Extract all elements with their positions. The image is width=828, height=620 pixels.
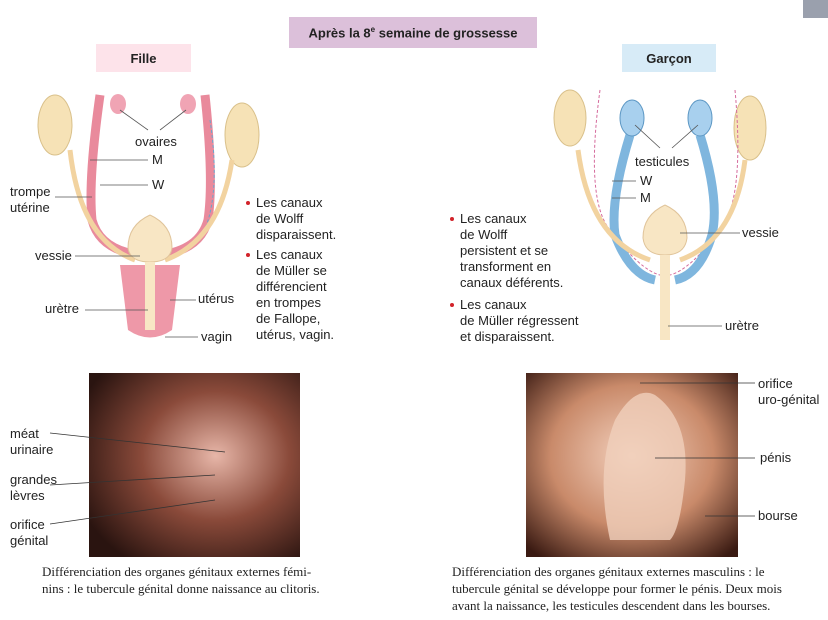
text-line: en trompes [256,295,322,310]
text-line: nins : le tubercule génital donne naissa… [42,581,320,596]
label: orifice génital [10,517,48,549]
text-line: Les canaux [460,211,527,226]
text-line: vagin [201,329,233,344]
title-sup: e [370,24,376,34]
text-line: Les canaux [256,195,323,210]
text-line: bourse [758,508,798,523]
heading: Fille [96,44,191,72]
text-line: génital [10,533,49,548]
text-line: de Müller régressent [460,313,579,328]
text-line: W [152,177,165,192]
text-line: de Müller se [256,263,327,278]
header: Après la 8e semaine de grossesse [289,17,537,48]
label: M [640,190,651,206]
heading: Garçon [622,44,716,72]
title-text: semaine de grossesse [375,25,518,41]
label: vagin [201,329,232,345]
text-line: lèvres [10,488,45,503]
text-line: ovaires [135,134,177,149]
bullet: Les canaux de Wolff persistent et se transf… [450,211,563,291]
label: méat urinaire [10,426,53,458]
text-line: uro-génital [758,392,820,407]
label: testicules [635,154,689,170]
text-line: orifice [10,517,45,532]
text-line: Différenciation des organes génitaux ext… [452,564,765,579]
label: W [640,173,652,189]
female-diagram [37,94,260,338]
text-line: et disparaissent. [460,329,555,344]
label: vessie [742,225,779,241]
title: Après la 8e semaine de grossesse [309,25,518,40]
bullet: Les canaux de Müller régressent et dispara… [450,297,579,345]
label: vessie [35,248,72,264]
text-line: vessie [35,248,72,263]
male-diagram [553,89,767,340]
text-line: différencient [256,279,327,294]
text-line: de Wolff [256,211,304,226]
label: urètre [45,301,79,317]
text-line: M [152,152,163,167]
label: pénis [760,450,791,466]
text-line: testicules [635,154,690,169]
text-line: utérus [198,291,235,306]
label: trompe utérine [10,184,50,216]
text-line: de Fallope, [256,311,321,326]
penis-shape [603,392,686,540]
text-line: Les canaux [256,247,323,262]
text-line: urètre [45,301,79,316]
text-line: M [640,190,651,205]
text-line: trompe [10,184,51,199]
text-line: tubercule génital se développe pour form… [452,581,782,596]
text-line: disparaissent. [256,227,337,242]
bullet: Les canaux de Wolff disparaissent. [246,195,336,243]
text-line: persistent et se [460,243,549,258]
text-line: orifice [758,376,793,391]
leader-lines [49,382,755,525]
text-line: urinaire [10,442,54,457]
label: W [152,177,164,193]
text-line: W [640,173,653,188]
text-line: de Wolff [460,227,508,242]
label: utérus [198,291,234,307]
female-photo [89,373,300,557]
text-line: méat [10,426,39,441]
text-line: Différenciation des organes génitaux ext… [42,564,312,579]
text-line: avant la naissance, les testicules desce… [452,598,771,613]
title-text: Après la 8 [308,25,371,41]
text-line: vessie [742,225,779,240]
corner-tab [803,0,828,18]
text-line: urètre [725,318,759,333]
label: ovaires [135,134,177,150]
text-line: transforment en [460,259,552,274]
bullet: Les canaux de Müller se différencient en tr… [246,247,334,343]
label: M [152,152,163,168]
text-line: Les canaux [460,297,527,312]
label: grandes lèvres [10,472,57,504]
caption: Différenciation des organes génitaux ext… [42,563,320,597]
label: urètre [725,318,759,334]
text-line: canaux déférents. [460,275,564,290]
label: orifice uro-génital [758,376,819,408]
text-line: pénis [760,450,792,465]
text-line: utérine [10,200,50,215]
text-line: utérus, vagin. [256,327,335,342]
label: bourse [758,508,798,524]
caption: Différenciation des organes génitaux ext… [452,563,782,614]
text-line: grandes [10,472,57,487]
